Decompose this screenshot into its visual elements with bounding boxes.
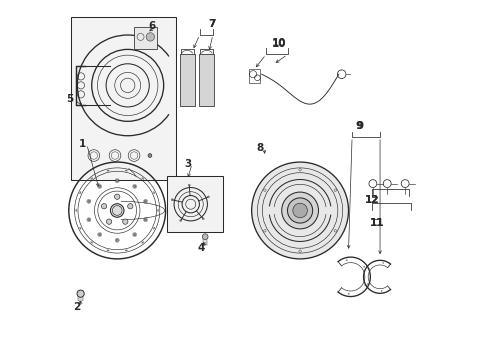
Circle shape — [98, 233, 101, 236]
Bar — [134, 27, 157, 49]
Circle shape — [133, 185, 136, 188]
Circle shape — [144, 200, 146, 203]
Circle shape — [98, 185, 101, 188]
Circle shape — [87, 218, 90, 221]
Circle shape — [251, 162, 348, 259]
Circle shape — [292, 203, 307, 218]
Circle shape — [87, 200, 90, 203]
Text: 8: 8 — [255, 143, 263, 153]
Circle shape — [148, 154, 151, 157]
Text: 6: 6 — [148, 21, 156, 31]
Circle shape — [133, 233, 136, 236]
Text: 9: 9 — [355, 121, 362, 131]
Circle shape — [281, 192, 318, 229]
Text: 5: 5 — [66, 94, 73, 104]
Circle shape — [144, 218, 146, 221]
Circle shape — [116, 239, 118, 242]
Circle shape — [122, 219, 128, 224]
Text: 2: 2 — [73, 302, 81, 312]
Text: 9: 9 — [356, 121, 363, 131]
Bar — [199, 54, 214, 105]
Text: 7: 7 — [208, 19, 216, 29]
Text: 4: 4 — [197, 243, 205, 253]
Text: 10: 10 — [271, 38, 285, 48]
Bar — [167, 176, 223, 232]
Text: 12: 12 — [365, 195, 379, 206]
Circle shape — [287, 198, 312, 223]
Text: 11: 11 — [369, 218, 384, 228]
Text: 3: 3 — [184, 159, 191, 169]
Circle shape — [146, 33, 154, 41]
Circle shape — [110, 204, 124, 217]
Circle shape — [116, 179, 118, 182]
Circle shape — [114, 194, 120, 199]
Bar — [70, 17, 176, 180]
Bar — [248, 69, 259, 83]
Text: 11: 11 — [369, 218, 384, 228]
Circle shape — [127, 203, 133, 209]
Text: 10: 10 — [271, 39, 285, 49]
Text: 12: 12 — [364, 195, 378, 206]
Circle shape — [106, 219, 112, 224]
Text: 1: 1 — [79, 139, 86, 149]
Text: 7: 7 — [208, 19, 216, 29]
Circle shape — [77, 290, 84, 297]
Circle shape — [202, 234, 207, 239]
Bar — [179, 54, 194, 105]
Circle shape — [101, 203, 106, 209]
